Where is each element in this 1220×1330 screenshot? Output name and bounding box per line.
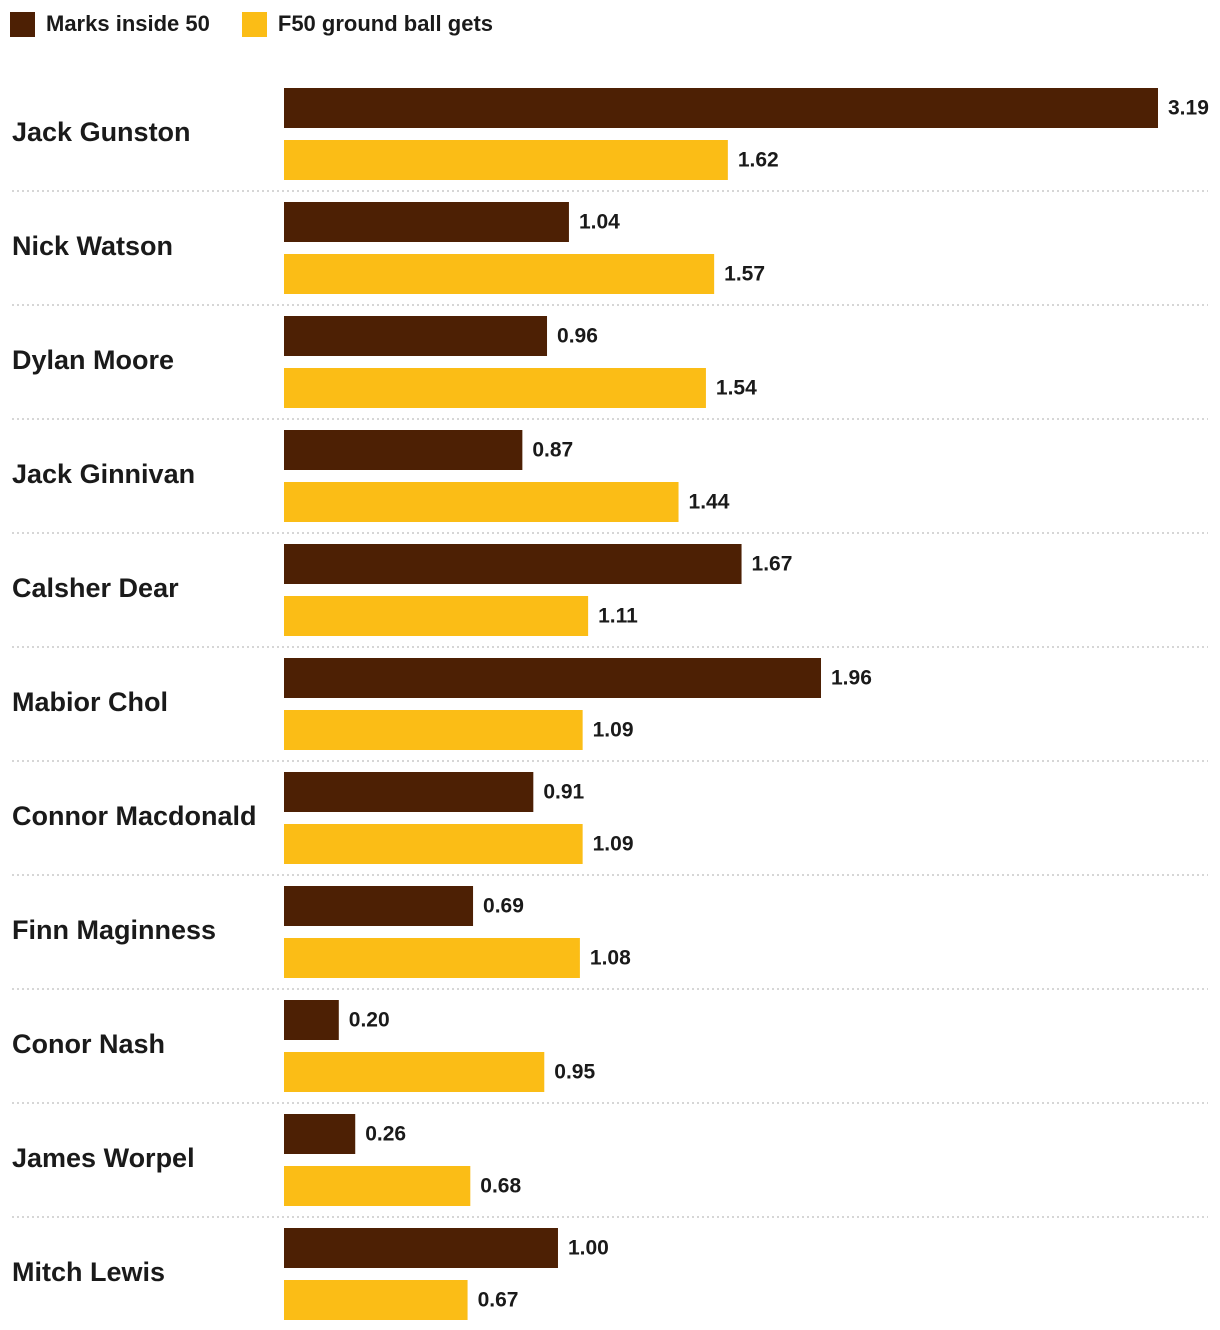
bar-marks-inside-50-james-worpel [284,1114,356,1154]
bar-f50-ground-ball-gets-finn-maginness [284,938,580,978]
bar-f50-ground-ball-gets-jack-gunston [284,140,728,180]
value-label-f50-ground-ball-gets-jack-ginnivan: 1.44 [689,491,730,514]
bar-marks-inside-50-connor-macdonald [284,772,534,812]
legend-label-f50-ground-ball-gets: F50 ground ball gets [277,11,494,36]
value-label-f50-ground-ball-gets-jack-gunston: 1.62 [738,149,779,172]
value-label-marks-inside-50-dylan-moore: 0.96 [557,325,598,348]
category-label-connor-macdonald: Connor Macdonald [12,801,257,831]
category-label-jack-ginnivan: Jack Ginnivan [12,459,195,489]
bar-f50-ground-ball-gets-nick-watson [284,254,715,294]
bar-f50-ground-ball-gets-mitch-lewis [284,1280,468,1320]
category-label-james-worpel: James Worpel [12,1143,195,1173]
value-label-marks-inside-50-finn-maginness: 0.69 [483,895,524,918]
value-label-f50-ground-ball-gets-mabior-chol: 1.09 [593,719,634,742]
bar-f50-ground-ball-gets-dylan-moore [284,368,706,408]
value-label-f50-ground-ball-gets-calsher-dear: 1.11 [598,605,638,628]
value-label-marks-inside-50-nick-watson: 1.04 [579,211,620,234]
bar-f50-ground-ball-gets-conor-nash [284,1052,545,1092]
value-label-f50-ground-ball-gets-conor-nash: 0.95 [554,1061,595,1084]
bar-marks-inside-50-jack-ginnivan [284,430,523,470]
bar-f50-ground-ball-gets-connor-macdonald [284,824,583,864]
category-label-conor-nash: Conor Nash [12,1029,165,1059]
bar-marks-inside-50-dylan-moore [284,316,548,356]
category-label-nick-watson: Nick Watson [12,231,173,261]
legend: Marks inside 50 F50 ground ball gets [10,8,525,40]
bar-f50-ground-ball-gets-calsher-dear [284,596,589,636]
bar-marks-inside-50-finn-maginness [284,886,474,926]
category-label-jack-gunston: Jack Gunston [12,117,191,147]
legend-swatch-f50-ground-ball-gets [241,11,267,37]
category-label-mitch-lewis: Mitch Lewis [12,1257,165,1287]
bar-marks-inside-50-conor-nash [284,1000,339,1040]
value-label-f50-ground-ball-gets-connor-macdonald: 1.09 [593,833,634,856]
value-label-f50-ground-ball-gets-finn-maginness: 1.08 [590,947,631,970]
bar-f50-ground-ball-gets-james-worpel [284,1166,471,1206]
bar-f50-ground-ball-gets-jack-ginnivan [284,482,679,522]
value-label-marks-inside-50-mabior-chol: 1.96 [831,667,872,690]
category-label-calsher-dear: Calsher Dear [12,573,179,603]
bar-marks-inside-50-mabior-chol [284,658,822,698]
category-label-finn-maginness: Finn Maginness [12,915,216,945]
legend-item-f50-ground-ball-gets: F50 ground ball gets [241,11,494,37]
category-label-dylan-moore: Dylan Moore [12,345,174,375]
value-label-f50-ground-ball-gets-nick-watson: 1.57 [724,263,765,286]
value-label-marks-inside-50-connor-macdonald: 0.91 [543,781,584,804]
value-label-f50-ground-ball-gets-james-worpel: 0.68 [480,1175,521,1198]
legend-item-marks-inside-50: Marks inside 50 [10,11,210,37]
legend-swatch-marks-inside-50 [10,11,35,37]
bar-f50-ground-ball-gets-mabior-chol [284,710,583,750]
value-label-f50-ground-ball-gets-mitch-lewis: 0.67 [478,1289,519,1312]
value-label-marks-inside-50-calsher-dear: 1.67 [752,553,793,576]
value-label-marks-inside-50-mitch-lewis: 1.00 [568,1237,609,1260]
bar-marks-inside-50-calsher-dear [284,544,742,584]
value-label-marks-inside-50-james-worpel: 0.26 [365,1123,406,1146]
bar-marks-inside-50-mitch-lewis [284,1228,558,1268]
bar-marks-inside-50-jack-gunston [284,88,1158,128]
value-label-marks-inside-50-conor-nash: 0.20 [349,1009,390,1032]
value-label-marks-inside-50-jack-gunston: 3.19 [1168,97,1209,120]
value-label-marks-inside-50-jack-ginnivan: 0.87 [532,439,573,462]
bar-marks-inside-50-nick-watson [284,202,569,242]
value-label-f50-ground-ball-gets-dylan-moore: 1.54 [716,377,757,400]
legend-label-marks-inside-50: Marks inside 50 [46,11,210,36]
category-label-mabior-chol: Mabior Chol [12,687,168,717]
